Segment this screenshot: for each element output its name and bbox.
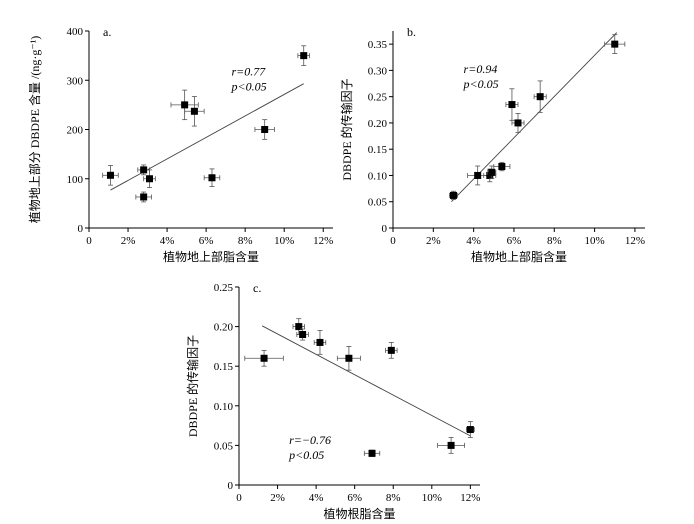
y-tick-label: 0.30	[368, 65, 388, 77]
data-point	[146, 175, 154, 183]
y-tick-label: 0.35	[368, 39, 388, 51]
panel-label: c.	[253, 281, 261, 295]
y-tick-label: 100	[67, 174, 84, 186]
data-point	[498, 163, 506, 171]
y-tick-label: 200	[67, 125, 84, 137]
y-tick-label: 300	[67, 75, 84, 87]
annotation-p: p<0.05	[230, 79, 266, 93]
x-tick-label: 4%	[309, 492, 324, 504]
x-axis-label: 植物地上部脂含量	[471, 249, 567, 264]
data-point	[368, 449, 376, 457]
regression-line	[110, 83, 304, 191]
y-tick-label: 400	[67, 26, 84, 38]
annotation-p: p<0.05	[463, 77, 499, 91]
x-tick-label: 0	[390, 235, 396, 247]
data-point	[345, 354, 353, 362]
x-tick-label: 2%	[270, 492, 285, 504]
x-tick-label: 8%	[547, 235, 562, 247]
x-axis-label: 植物地上部脂含量	[163, 249, 259, 264]
y-tick-label: 0	[382, 223, 388, 235]
x-tick-label: 6%	[199, 235, 214, 247]
x-tick-label: 4%	[160, 235, 175, 247]
data-point	[508, 101, 516, 109]
y-tick-label: 0.25	[368, 92, 388, 104]
x-axis-label: 植物根脂含量	[323, 506, 395, 521]
y-tick-label: 0.25	[214, 282, 234, 294]
data-point	[514, 119, 522, 127]
data-point	[261, 126, 269, 133]
y-tick-label: 0.10	[214, 401, 234, 413]
x-tick-label: 0	[86, 235, 92, 247]
data-point	[190, 107, 198, 115]
x-tick-label: 8%	[386, 492, 401, 504]
panel-label: a.	[103, 25, 111, 39]
data-point	[316, 338, 324, 346]
data-point	[474, 171, 482, 179]
panel-c: 0 2% 4% 6% 8% 10% 12% 0 0.05 0.10 0.15 0.20 0.25 植物根脂…	[185, 281, 480, 521]
data-point	[449, 191, 457, 199]
data-point	[140, 193, 148, 201]
x-tick-label: 4%	[466, 235, 481, 247]
annotation-r: r=0.94	[464, 62, 498, 76]
y-tick-label: 0.05	[214, 440, 234, 452]
data-point	[447, 441, 455, 449]
y-tick-label: 0	[78, 223, 84, 235]
annotation-p: p<0.05	[288, 448, 324, 462]
panel-b: 0 2% 4% 6% 8% 10% 12% 0 0.05 0.10 0.15 0.20 0.25 0.30…	[339, 25, 645, 264]
x-tick-label: 2%	[121, 235, 136, 247]
data-point	[295, 323, 303, 331]
panel-a: 0 2% 4% 6% 8% 10% 12% 0 100 200 300 400 植物地上部脂含量 植物地上…	[27, 25, 333, 264]
x-tick-label: 10%	[585, 235, 605, 247]
data-point	[466, 426, 474, 434]
x-tick-label: 2%	[426, 235, 441, 247]
x-tick-label: 8%	[238, 235, 253, 247]
x-tick-label: 6%	[347, 492, 362, 504]
y-tick-label: 0.10	[368, 170, 388, 182]
y-tick-label: 0	[228, 480, 234, 492]
data-point	[140, 166, 148, 174]
data-point	[260, 354, 268, 362]
y-axis-label: DBDPE 的传输因子	[339, 78, 354, 180]
annotation-r: r=0.77	[231, 64, 266, 78]
data-point	[299, 331, 307, 339]
regression-line	[261, 325, 471, 437]
data-point	[611, 40, 619, 48]
x-tick-label: 0	[236, 492, 242, 504]
y-tick-label: 0.15	[214, 361, 234, 373]
y-axis-label: DBDPE 的传输因子	[185, 335, 200, 437]
x-tick-label: 10%	[422, 492, 442, 504]
x-tick-label: 12%	[625, 235, 645, 247]
data-point	[208, 174, 216, 182]
y-tick-label: 0.20	[214, 322, 234, 334]
y-axis-label: 植物地上部分 DBDPE 含量 /(ng·g⁻¹)	[27, 36, 42, 224]
x-tick-label: 12%	[313, 235, 333, 247]
panel-label: b.	[407, 25, 416, 39]
y-tick-label: 0.15	[368, 144, 388, 156]
x-tick-label: 6%	[507, 235, 522, 247]
y-tick-label: 0.05	[368, 197, 388, 209]
data-point	[181, 101, 189, 109]
data-point	[106, 171, 114, 179]
x-tick-label: 10%	[274, 235, 294, 247]
data-point	[488, 168, 496, 176]
y-tick-label: 0.20	[368, 118, 388, 130]
x-tick-label: 12%	[460, 492, 480, 504]
data-point	[536, 93, 544, 101]
data-point	[300, 52, 308, 60]
data-point	[387, 346, 395, 354]
annotation-r: r=−0.76	[289, 433, 331, 447]
